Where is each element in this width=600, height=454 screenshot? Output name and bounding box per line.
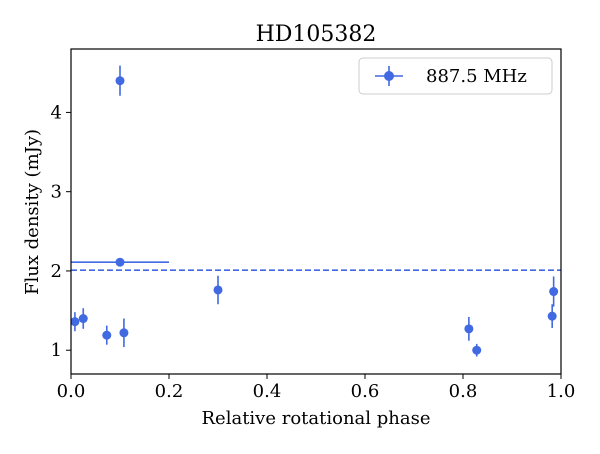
x-tick-label: 0.0 [57,381,86,402]
y-tick-label: 1 [51,340,62,361]
data-layer [70,65,561,357]
tick-layer: 0.0 0.2 0.4 0.6 0.8 1.0 1 2 3 4 [51,102,576,402]
y-axis-label: Flux density (mJy) [22,129,43,295]
x-tick-label: 0.2 [155,381,184,402]
data-point [115,257,125,267]
x-tick-label: 0.6 [351,381,380,402]
data-point [472,345,482,355]
data-point [115,76,125,86]
x-tick-label: 0.8 [449,381,478,402]
data-point [213,285,223,295]
legend-marker-point [384,71,394,81]
x-tick-label: 0.4 [253,381,282,402]
data-point [78,314,88,324]
y-tick-label: 2 [51,261,62,282]
chart-title: HD105382 [256,22,377,47]
data-point [549,287,559,297]
legend: 887.5 MHz [358,57,553,95]
data-point [102,330,112,340]
plot-frame [70,48,562,375]
data-point [464,324,474,334]
x-tick-label: 1.0 [547,381,576,402]
data-point [547,311,557,321]
data-point [119,328,129,338]
x-axis-label: Relative rotational phase [202,408,431,429]
data-point [70,317,80,327]
legend-label: 887.5 MHz [426,66,527,87]
legend-box [358,57,553,95]
y-tick-label: 3 [51,182,62,203]
y-tick-label: 4 [51,102,62,123]
